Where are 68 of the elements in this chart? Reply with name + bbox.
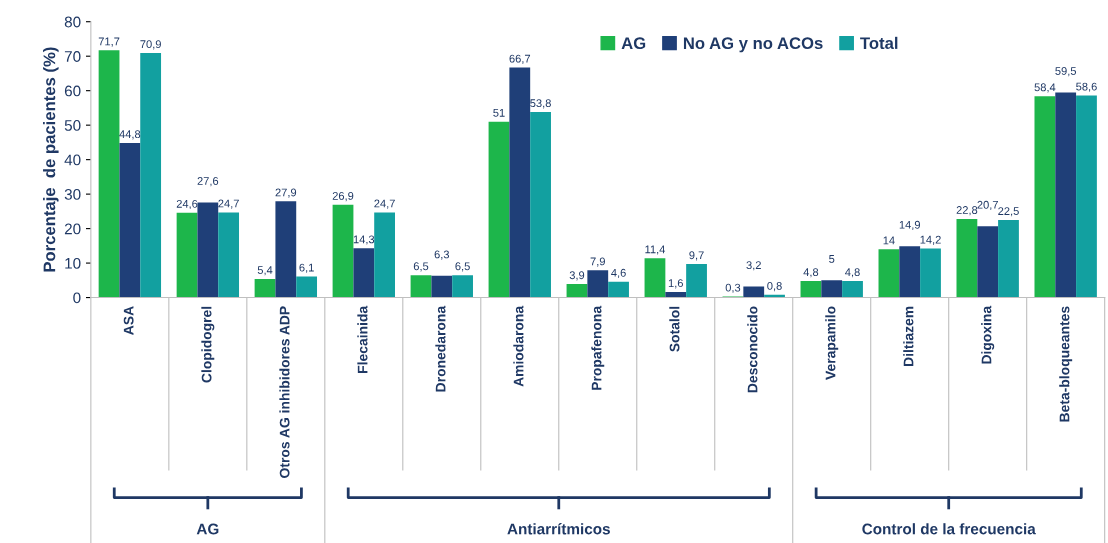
data-label: 71,7 [98,37,120,47]
y-tick-label: 20 [64,223,81,235]
x-tick-label: Flecainida [357,305,368,373]
data-label: 22,5 [998,207,1019,217]
x-tick-label: Amiodarona [513,305,524,387]
data-label: 3,2 [746,261,761,271]
data-label: 0,8 [767,281,782,292]
data-label: 5,4 [257,266,273,276]
data-label: 4,8 [845,268,860,278]
data-label: 59,5 [1055,67,1077,77]
y-tick-label: 80 [64,16,81,28]
data-label: 7,9 [590,257,605,267]
data-label: 14,3 [353,235,375,245]
x-tick-label: Verapamilo [825,306,839,380]
data-label: 24,7 [218,199,239,209]
x-tick-label: Dronedarona [435,305,446,392]
y-axis-title: Porcentaje de pacientes (%) [43,47,59,272]
y-tick-label: 70 [64,51,81,62]
data-label: 27,6 [197,177,219,187]
data-label: 11,4 [645,245,666,255]
data-label: 14,2 [920,235,941,245]
data-label: 6,5 [413,262,429,272]
x-tick-label: Beta-bloqueantes [1059,306,1073,422]
data-label: 9,7 [689,251,704,261]
legend-label: Total [860,36,898,50]
x-tick-label: Sotalol [669,306,680,352]
data-label: 6,1 [299,263,314,273]
data-label: 44,8 [119,130,141,140]
text: Control de la frecuencia [862,523,1036,535]
data-label: 66,7 [509,54,531,64]
data-label: 0,3 [725,283,741,293]
text: Antiarrítmicos [507,523,610,535]
x-tick-label: Otros AG inhibidores ADP [279,306,290,478]
legend-label: No AG y no ACOs [683,37,823,53]
data-label: 27,9 [275,188,297,198]
x-tick-label: Desconocido [747,306,758,393]
text: AG [196,523,219,535]
x-tick-label: Diltiazem [903,306,914,366]
y-tick-label: 30 [64,188,81,200]
y-tick-label: 40 [64,154,81,166]
y-tick-label: 10 [65,257,81,269]
data-label: 14 [883,236,895,245]
data-label: 3,9 [569,271,585,281]
data-label: 70,9 [140,40,161,50]
data-label: 53,8 [530,99,551,109]
data-label: 24,7 [374,199,395,209]
data-label: 22,8 [956,206,978,216]
y-tick-label: 60 [64,85,81,97]
data-label: 4,8 [803,268,819,278]
data-label: 58,6 [1076,82,1097,92]
y-tick-label: 0 [73,292,81,304]
data-label: 51 [493,108,505,117]
data-label: 4,6 [611,268,626,279]
y-tick-label: 50 [64,120,81,131]
data-label: 14,9 [899,220,920,231]
x-tick-label: Digoxina [981,305,995,364]
data-label: 24,6 [176,199,198,210]
x-tick-label: Clopidogrel [201,306,215,383]
legend-label: AG [621,37,646,50]
x-tick-label: Propafenona [591,305,605,390]
data-label: 26,9 [332,191,354,202]
data-label: 5 [829,255,835,263]
data-label: 1,6 [668,279,683,289]
x-tick-label: ASA [123,306,134,335]
data-label: 6,3 [434,250,450,260]
data-label: 20,7 [977,200,998,211]
data-label: 6,5 [455,262,470,272]
data-label: 58,4 [1034,83,1056,93]
